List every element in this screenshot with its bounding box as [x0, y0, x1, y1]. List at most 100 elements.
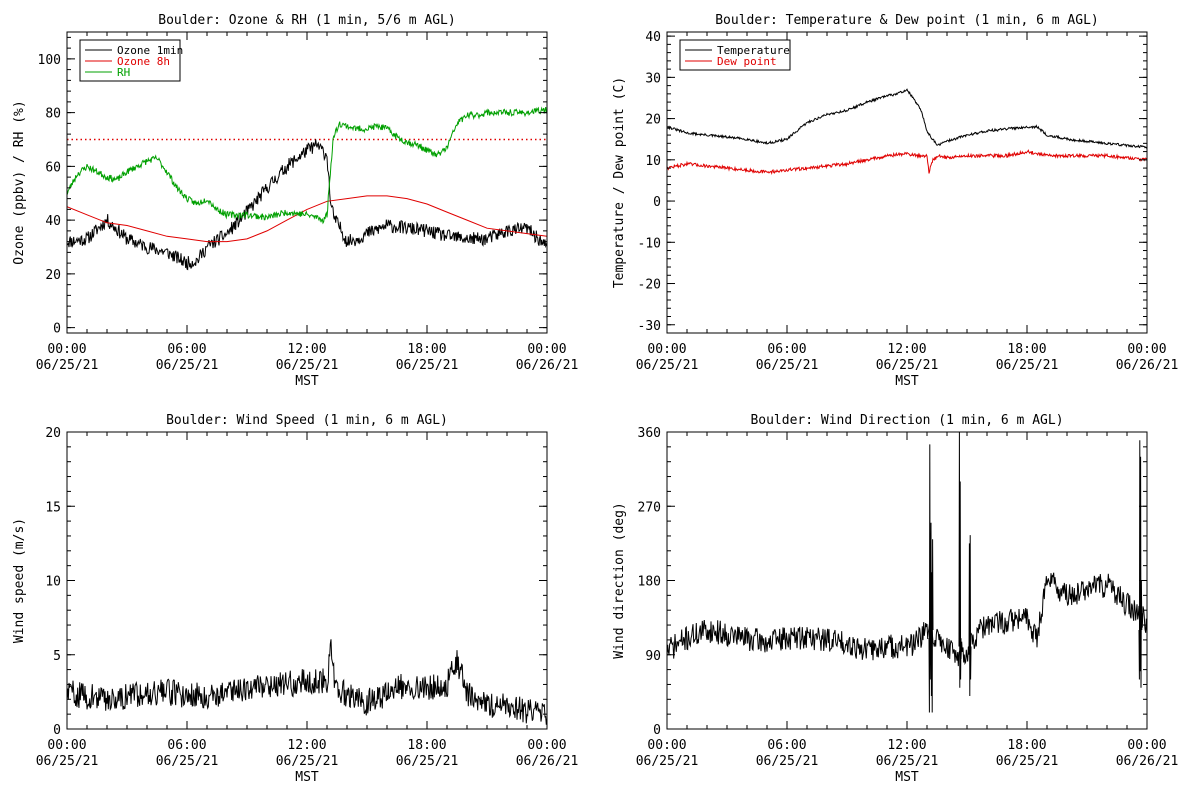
x-tick-date-label: 06/25/21: [876, 358, 939, 373]
y-tick-label: 30: [645, 71, 661, 86]
series-line-5: [1138, 440, 1143, 688]
y-tick-label: 15: [45, 500, 61, 515]
y-tick-label: 90: [645, 649, 661, 664]
series-line-4: [968, 535, 972, 697]
x-tick-time-label: 12:00: [887, 738, 926, 753]
chart-title: Boulder: Ozone & RH (1 min, 5/6 m AGL): [158, 13, 455, 28]
x-tick-time-label: 18:00: [407, 738, 446, 753]
series-line-1: [667, 572, 1147, 667]
y-tick-label: 10: [45, 575, 61, 590]
y-tick-label: -10: [638, 236, 661, 251]
y-tick-label: 270: [638, 500, 661, 515]
x-tick-date-label: 06/25/21: [636, 358, 699, 373]
y-tick-label: 20: [645, 113, 661, 128]
chart-panel-1: Boulder: Ozone & RH (1 min, 5/6 m AGL) 0 2…: [12, 13, 578, 389]
y-tick-label: -20: [638, 278, 661, 293]
x-tick-date-label: 06/25/21: [156, 754, 219, 769]
series-line-3: [958, 432, 962, 688]
x-tick-time-label: 00:00: [47, 738, 86, 753]
chart-title: Boulder: Wind Direction (1 min, 6 m AGL): [750, 413, 1063, 428]
y-tick-label: 60: [45, 160, 61, 175]
series-line-rh: [67, 106, 547, 225]
chart-panel-2: Boulder: Temperature & Dew point (1 min,…: [612, 13, 1178, 389]
x-tick-date-label: 06/25/21: [36, 754, 99, 769]
x-tick-date-label: 06/25/21: [36, 358, 99, 373]
x-tick-time-label: 06:00: [167, 738, 206, 753]
y-axis-label: Wind direction (deg): [612, 502, 627, 659]
x-tick-time-label: 06:00: [167, 342, 206, 357]
x-tick-date-label: 06/26/21: [516, 358, 579, 373]
series-line-2: [928, 444, 934, 713]
y-tick-label: 0: [53, 322, 61, 337]
x-tick-time-label: 18:00: [1007, 342, 1046, 357]
y-tick-label: 40: [645, 30, 661, 45]
x-tick-time-label: 18:00: [1007, 738, 1046, 753]
y-tick-label: 20: [45, 426, 61, 441]
plot-frame: [666, 31, 1148, 334]
chart-panel-3: Boulder: Wind Speed (1 min, 6 m AGL) 0 5 10…: [12, 413, 578, 785]
x-axis-label: MST: [295, 374, 319, 389]
y-tick-label: 180: [638, 575, 661, 590]
x-tick-time-label: 18:00: [407, 342, 446, 357]
x-axis-label: MST: [895, 770, 919, 785]
x-axis-label: MST: [295, 770, 319, 785]
series-group: [67, 639, 547, 725]
x-tick-time-label: 00:00: [527, 738, 566, 753]
y-axis-label: Ozone (ppbv) / RH (%): [12, 100, 27, 264]
x-tick-date-label: 06/26/21: [1116, 358, 1179, 373]
x-tick-time-label: 00:00: [647, 738, 686, 753]
x-tick-time-label: 12:00: [287, 738, 326, 753]
legend-label: RH: [117, 66, 130, 79]
x-axis-label: MST: [895, 374, 919, 389]
series-group: [67, 106, 547, 271]
series-line-ozone-8h: [67, 195, 547, 243]
series-line-temperature: [667, 88, 1147, 149]
x-tick-date-label: 06/25/21: [996, 358, 1059, 373]
y-tick-label: 20: [45, 268, 61, 283]
x-tick-date-label: 06/25/21: [276, 358, 339, 373]
x-tick-time-label: 06:00: [767, 738, 806, 753]
y-tick-label: 0: [653, 195, 661, 210]
x-tick-date-label: 06/25/21: [396, 358, 459, 373]
series-line-dew-point: [667, 149, 1147, 176]
x-tick-time-label: 00:00: [1127, 342, 1166, 357]
chart-title: Boulder: Temperature & Dew point (1 min,…: [715, 13, 1099, 28]
chart-title: Boulder: Wind Speed (1 min, 6 m AGL): [166, 413, 448, 428]
legend-box: [679, 39, 791, 71]
x-tick-time-label: 00:00: [647, 342, 686, 357]
x-tick-date-label: 06/26/21: [1116, 754, 1179, 769]
x-tick-date-label: 06/25/21: [636, 754, 699, 769]
y-tick-label: 100: [38, 53, 61, 68]
x-tick-time-label: 12:00: [887, 342, 926, 357]
legend-label: Ozone 8h: [117, 55, 170, 68]
y-axis-label: Wind speed (m/s): [12, 518, 27, 643]
x-tick-time-label: 00:00: [1127, 738, 1166, 753]
x-tick-date-label: 06/25/21: [276, 754, 339, 769]
plot-frame: [666, 431, 1148, 730]
y-tick-label: 0: [53, 723, 61, 738]
series-group: [667, 88, 1147, 176]
x-tick-time-label: 12:00: [287, 342, 326, 357]
legend-label: Dew point: [717, 55, 777, 68]
y-tick-label: 10: [645, 154, 661, 169]
x-tick-date-label: 06/25/21: [756, 358, 819, 373]
x-tick-date-label: 06/25/21: [876, 754, 939, 769]
y-tick-label: 40: [45, 214, 61, 229]
y-tick-label: 360: [638, 426, 661, 441]
y-tick-label: 0: [653, 723, 661, 738]
x-tick-date-label: 06/25/21: [756, 754, 819, 769]
y-axis-label: Temperature / Dew point (C): [612, 77, 627, 288]
series-line-ozone-1min: [67, 139, 547, 271]
y-tick-label: -30: [638, 319, 661, 334]
legend-label: Temperature: [717, 44, 790, 57]
x-tick-time-label: 00:00: [527, 342, 566, 357]
x-tick-date-label: 06/25/21: [996, 754, 1059, 769]
y-tick-label: 80: [45, 107, 61, 122]
series-group: [667, 432, 1147, 713]
x-tick-date-label: 06/25/21: [396, 754, 459, 769]
legend-label: Ozone 1min: [117, 44, 183, 57]
x-tick-date-label: 06/26/21: [516, 754, 579, 769]
chart-panel-4: Boulder: Wind Direction (1 min, 6 m AGL)…: [612, 413, 1178, 785]
series-line-1: [67, 639, 547, 725]
